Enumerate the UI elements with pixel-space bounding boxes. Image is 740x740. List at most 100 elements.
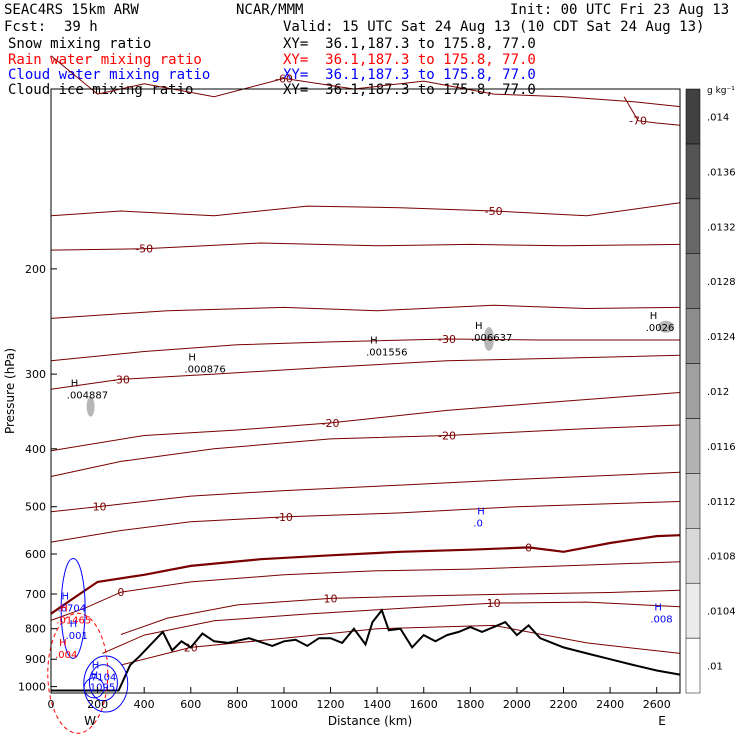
x-tick-label: 800 — [227, 698, 248, 711]
maximum-value: .0 — [473, 518, 483, 529]
colorbar-tick-label: .0116 — [707, 442, 736, 453]
colorbar-swatch — [685, 637, 701, 694]
mixing-ratio-contour — [83, 655, 129, 713]
contour-label: -20 — [438, 429, 456, 442]
temperature-contour — [102, 601, 681, 654]
maximum-value: .1095 — [87, 682, 116, 693]
colorbar-swatch — [685, 418, 701, 474]
colorbar-swatch — [685, 198, 701, 254]
x-tick-label: 400 — [134, 698, 155, 711]
x-tick-label: 2000 — [503, 698, 531, 711]
contour-label: -10 — [275, 511, 293, 524]
x-tick-label: 1800 — [456, 698, 484, 711]
y-tick-label: 200 — [25, 263, 46, 276]
valid-time: Valid: 15 UTC Sat 24 Aug 13 (10 CDT Sat … — [283, 19, 705, 35]
y-axis: 200 300 400 500 600 700 800 900 1000 — [18, 263, 57, 694]
temperature-contour — [120, 624, 681, 666]
colorbar-tick-label: .0132 — [707, 222, 736, 233]
plot-frame — [50, 88, 681, 694]
y-tick-label: 300 — [25, 368, 46, 381]
field-xy-snow: XY= 36.1,187.3 to 175.8, 77.0 — [283, 36, 536, 52]
x-tick-label: 2600 — [643, 698, 671, 711]
maximum-value: .6704 — [57, 603, 86, 614]
ice-shading — [658, 320, 675, 333]
colorbar-swatch — [685, 253, 701, 309]
y-tick-label: 1000 — [18, 681, 46, 694]
colorbar-tick-label: .014 — [707, 112, 729, 123]
colorbar: .01 .0104 .0108 .0112 .0116 .012 .0124 .0128 .01… — [685, 88, 736, 694]
colorbar-swatch — [685, 473, 701, 529]
maximum-marker: H — [188, 353, 196, 364]
colorbar-tick-label: .01 — [707, 662, 723, 673]
field-xy-ice: XY= 36.1,187.3 to 175.8, 77.0 — [283, 82, 536, 98]
colorbar-tick-label: .0124 — [707, 332, 736, 343]
colorbar-tick-label: .012 — [707, 387, 729, 398]
mixing-ratio-contour — [60, 557, 86, 659]
x-tick-label: 2200 — [550, 698, 578, 711]
field-xy-cloud: XY= 36.1,187.3 to 175.8, 77.0 — [283, 67, 536, 83]
contour-label: 0 — [117, 586, 124, 599]
maximum-value: .7104 — [88, 673, 117, 684]
mixing-ratio-contour — [88, 664, 118, 702]
maximum-value: .006637 — [471, 333, 512, 344]
colorbar-swatch — [685, 143, 701, 200]
temperature-contour — [50, 55, 681, 108]
colorbar-tick-label: .0112 — [707, 497, 736, 508]
maximum-marker: H — [654, 602, 662, 613]
mixing-ratio-contour — [83, 677, 105, 699]
contour-label: -70 — [629, 115, 647, 128]
x-tick-label: 1600 — [410, 698, 438, 711]
colorbar-swatch — [685, 528, 701, 584]
fcst-value: 39 h — [64, 19, 98, 35]
colorbar-swatch — [685, 363, 701, 419]
temperature-contour — [50, 202, 681, 217]
x-tick-label: 1000 — [270, 698, 298, 711]
contour-label: -30 — [438, 333, 456, 346]
terrain-line — [51, 608, 681, 692]
colorbar-swatch — [685, 88, 701, 145]
model-title: SEAC4RS 15km ARW — [4, 2, 139, 18]
maximum-marker: H — [475, 321, 483, 332]
x-end-label-west: W — [84, 714, 96, 728]
maximum-value: .008 — [650, 614, 672, 625]
x-tick-label: 600 — [180, 698, 201, 711]
maximum-marker: H — [61, 591, 69, 602]
temperature-contour — [50, 354, 681, 390]
maximum-marker: H — [92, 661, 100, 672]
init-time: Init: 00 UTC Fri 23 Aug 13 — [510, 2, 730, 18]
maximum-value: .001 — [66, 631, 88, 642]
maximum-value: .004887 — [67, 390, 108, 401]
x-tick-label: 0 — [48, 698, 55, 711]
y-tick-label: 400 — [25, 443, 46, 456]
temperature-contour — [50, 424, 681, 477]
field-xy-rain: XY= 36.1,187.3 to 175.8, 77.0 — [283, 52, 536, 68]
org-label: NCAR/MMM — [236, 2, 304, 18]
temperature-contour — [50, 501, 681, 543]
temperature-contour — [50, 392, 681, 452]
contour-label: -10 — [89, 501, 107, 514]
maximum-marker: H — [59, 638, 67, 649]
y-tick-label: 600 — [25, 548, 46, 561]
terrain-layer — [47, 557, 681, 734]
contour-label: -50 — [135, 243, 153, 256]
y-tick-label: 800 — [25, 623, 46, 636]
x-tick-label: 1200 — [317, 698, 345, 711]
maximum-marker: H — [60, 603, 68, 614]
maximum-marker: H — [650, 311, 658, 322]
maximum-marker: H — [370, 335, 378, 346]
x-tick-label: 1400 — [363, 698, 391, 711]
maximum-marker: H — [71, 378, 79, 389]
x-end-label-east: E — [658, 714, 666, 728]
maximum-value: .01465 — [56, 615, 91, 626]
maximum-value: .000876 — [184, 365, 225, 376]
contour-label: 10 — [324, 592, 338, 605]
maximum-value: .001556 — [366, 347, 407, 358]
y-tick-label: 500 — [25, 501, 46, 514]
temperature-contour — [50, 304, 681, 319]
colorbar-unit: g kg⁻¹ — [707, 86, 735, 96]
colorbar-tick-label: .0136 — [707, 167, 736, 178]
contour-label: -30 — [112, 373, 130, 386]
mixing-ratio-shading — [86, 320, 675, 417]
